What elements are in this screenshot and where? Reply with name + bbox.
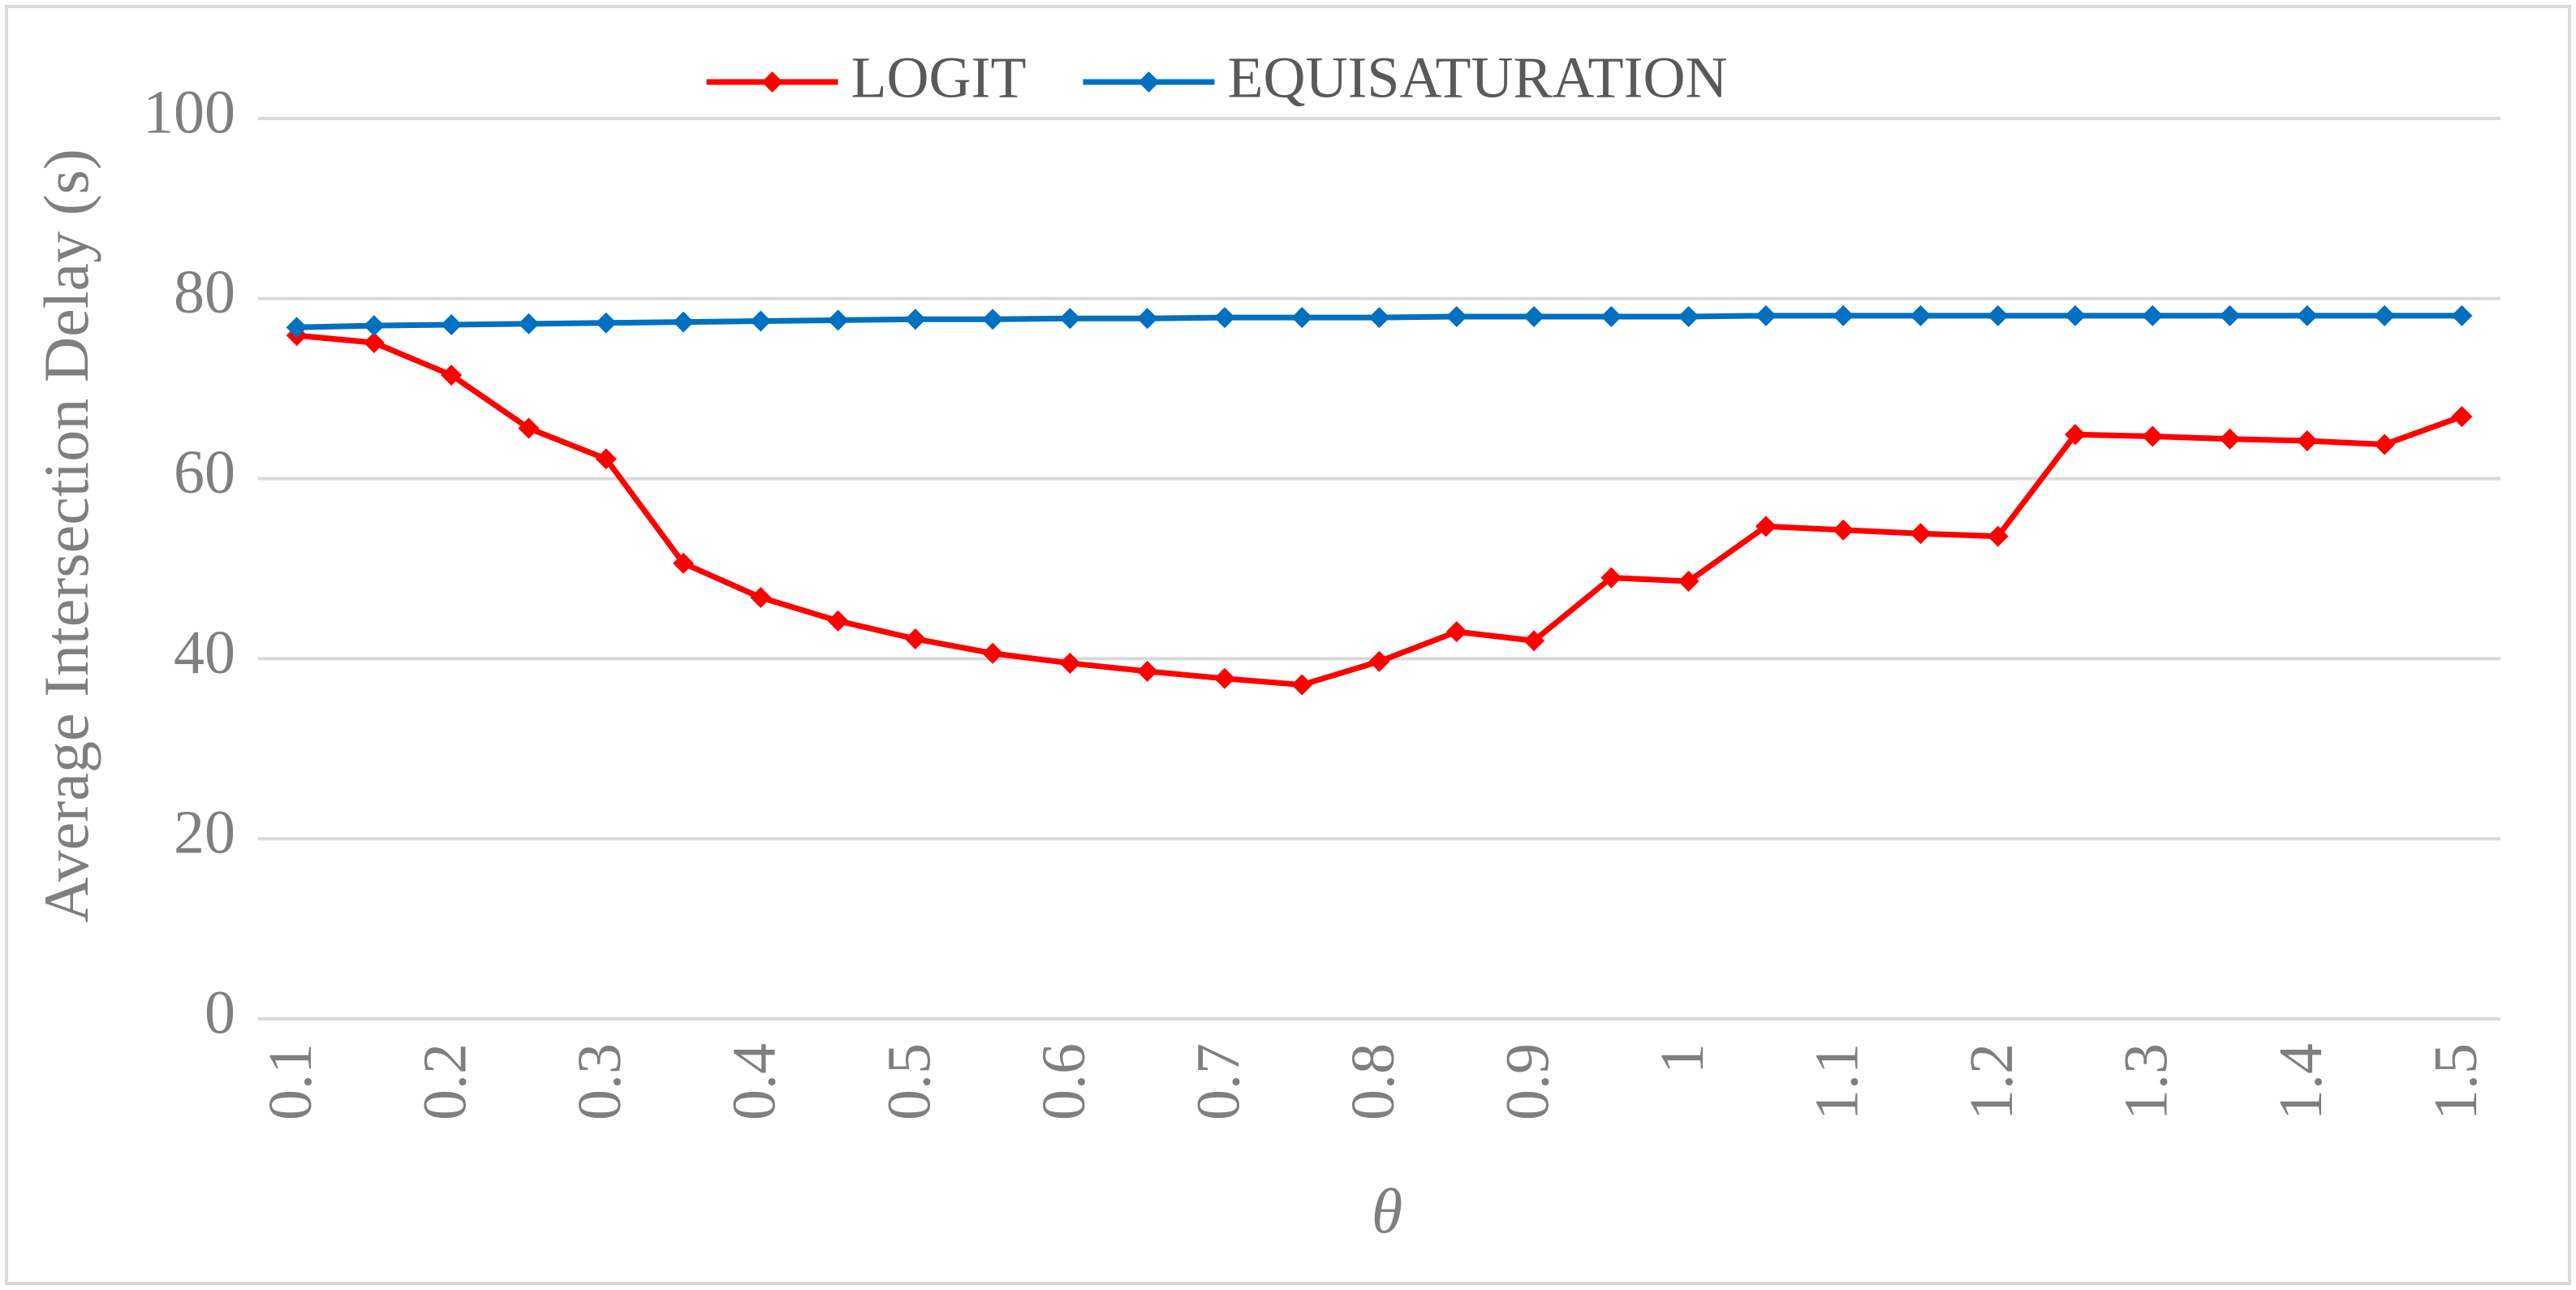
marker: [1523, 305, 1545, 327]
marker: [595, 448, 617, 470]
marker: [363, 315, 385, 337]
marker: [441, 313, 463, 335]
marker: [904, 308, 926, 330]
marker: [1059, 652, 1081, 674]
marker: [904, 628, 926, 650]
x-tick-label: 0.1: [256, 1043, 325, 1120]
marker: [982, 642, 1004, 664]
marker: [1523, 630, 1545, 652]
marker: [1600, 305, 1622, 327]
marker: [2064, 304, 2086, 326]
x-tick-label: 1.3: [2113, 1043, 2181, 1120]
marker: [1368, 650, 1390, 672]
marker: [2142, 425, 2164, 447]
marker: [1059, 308, 1081, 330]
legend: LOGIT EQUISATURATION: [706, 45, 1727, 110]
legend-label: LOGIT: [851, 45, 1027, 110]
y-tick-label: 40: [174, 619, 235, 687]
x-tick-label: 1.4: [2267, 1043, 2335, 1120]
marker: [518, 313, 540, 334]
marker: [827, 309, 849, 331]
x-tick-label: 0.9: [1493, 1043, 1562, 1120]
marker: [1833, 304, 1854, 326]
marker: [1213, 307, 1235, 329]
marker: [1987, 304, 2009, 326]
x-axis-title: θ: [1372, 1176, 1402, 1246]
marker: [2064, 424, 2086, 446]
marker: [2374, 304, 2396, 326]
marker: [750, 310, 772, 332]
marker: [1910, 304, 1932, 326]
marker: [1833, 519, 1854, 541]
marker: [673, 311, 695, 333]
marker: [1910, 523, 1932, 545]
legend-marker: [761, 71, 783, 93]
marker: [1136, 308, 1158, 330]
marker: [1678, 305, 1699, 327]
marker: [2451, 304, 2473, 326]
marker: [2219, 304, 2241, 326]
legend-label: EQUISATURATION: [1227, 45, 1727, 110]
x-tick-label: 1.1: [1803, 1043, 1872, 1120]
x-tick-label: 0.8: [1339, 1043, 1407, 1120]
marker: [2374, 434, 2396, 455]
marker: [2451, 406, 2473, 428]
x-tick-label: 0.6: [1030, 1043, 1098, 1120]
marker: [363, 332, 385, 354]
marker: [518, 417, 540, 439]
y-axis-title: Average Intersection Delay (s): [31, 149, 101, 923]
marker: [441, 365, 463, 386]
marker: [827, 610, 849, 632]
y-tick-label: 60: [174, 438, 235, 507]
marker: [1291, 674, 1313, 696]
x-tick-label: 0.3: [566, 1043, 634, 1120]
marker: [1291, 307, 1313, 329]
x-tick-label: 1.5: [2422, 1043, 2490, 1120]
marker: [2296, 304, 2318, 326]
marker: [1755, 304, 1777, 326]
marker: [2296, 430, 2318, 452]
x-tick-label: 1.2: [1958, 1043, 2026, 1120]
x-tick-label: 0.5: [875, 1043, 943, 1120]
marker: [1987, 525, 2009, 547]
marker: [1445, 621, 1467, 643]
marker: [673, 552, 695, 574]
y-tick-label: 100: [143, 78, 235, 146]
legend-marker: [1138, 71, 1160, 93]
marker: [1445, 305, 1467, 327]
marker: [1755, 516, 1777, 537]
x-tick-label: 0.7: [1184, 1043, 1252, 1120]
marker: [1136, 660, 1158, 682]
marker: [750, 586, 772, 608]
marker: [595, 312, 617, 334]
marker: [1368, 307, 1390, 329]
marker: [286, 317, 308, 339]
x-tick-label: 0.2: [411, 1043, 480, 1120]
x-tick-label: 1: [1648, 1043, 1717, 1074]
marker: [1213, 667, 1235, 689]
y-tick-label: 0: [205, 978, 235, 1046]
y-tick-label: 80: [174, 258, 235, 326]
marker: [2142, 304, 2164, 326]
marker: [2219, 428, 2241, 450]
marker: [982, 308, 1004, 330]
chart-border: [5, 5, 2571, 1285]
y-tick-label: 20: [174, 799, 235, 867]
marker: [1678, 571, 1699, 593]
marker: [1600, 567, 1622, 589]
x-tick-label: 0.4: [721, 1043, 789, 1120]
